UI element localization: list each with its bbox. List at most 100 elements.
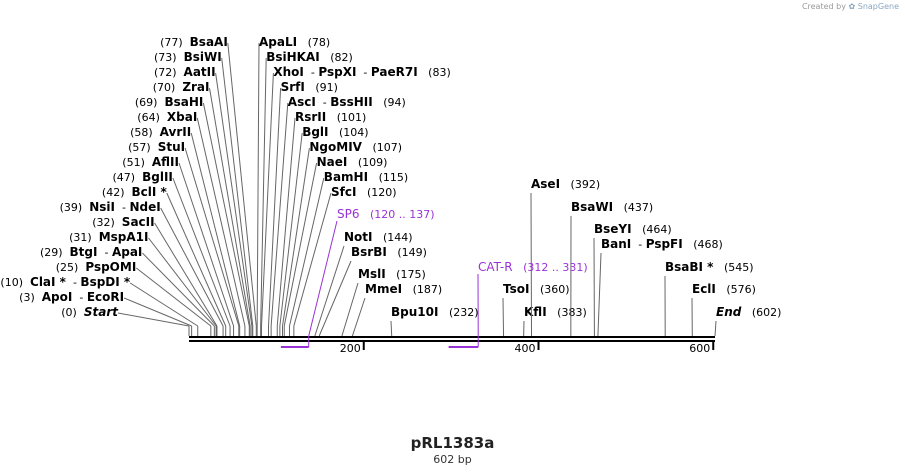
site-leader-bpu10i [390, 320, 393, 337]
enzyme-name: PspOMI [85, 260, 136, 274]
spacer [175, 81, 182, 94]
spacer [153, 126, 160, 139]
spacer [560, 178, 571, 191]
enzyme-name: BsrBI [351, 245, 387, 259]
feature-label-cat-r: CAT-R (312 .. 331) [478, 260, 588, 274]
site-position: (187) [413, 283, 443, 296]
site-label-bcli: (42) BclI * [102, 185, 168, 199]
site-leader-bsahi [202, 102, 250, 327]
snapgene-credit: Created by ✿ SnapGene [802, 2, 899, 11]
spacer [177, 66, 184, 79]
spacer [92, 231, 99, 244]
site-leader-xhoi [261, 72, 274, 327]
site-position: (47) [113, 171, 136, 184]
site-label-bseyi: BseYI (464) [594, 222, 672, 236]
site-leader-aatii [215, 72, 253, 327]
site-label-ngomiv: NgoMIV (107) [309, 140, 402, 154]
site-leader-zrai [209, 87, 251, 327]
spacer [297, 36, 308, 49]
site-position: (91) [315, 81, 338, 94]
site-position: (0) [61, 306, 77, 319]
enzyme-name: BamHI [324, 170, 368, 184]
site-position: (32) [92, 216, 115, 229]
site-position: (392) [571, 178, 601, 191]
spacer [23, 276, 30, 289]
spacer [305, 81, 316, 94]
spacer [356, 186, 367, 199]
spacer [347, 156, 358, 169]
enzyme-name: BglI [302, 125, 328, 139]
site-position: (29) [40, 246, 63, 259]
site-leader-xbai [196, 117, 246, 327]
spacer [63, 246, 70, 259]
site-position: (82) [330, 51, 353, 64]
site-label-mmei: MmeI (187) [365, 282, 442, 296]
spacer [632, 223, 643, 236]
enzyme-name: XhoI [273, 65, 304, 79]
site-position: (57) [128, 141, 151, 154]
site-position: (232) [449, 306, 479, 319]
spacer [145, 156, 152, 169]
site-position: (70) [153, 81, 176, 94]
enzyme-name: XbaI [167, 110, 197, 124]
site-label-bani: BanI - PspFI (468) [601, 237, 723, 251]
site-label-asci: AscI - BssHII (94) [288, 95, 406, 109]
site-position: (144) [383, 231, 413, 244]
feature-label-sp6: SP6 (120 .. 137) [337, 207, 435, 221]
spacer [115, 216, 122, 229]
site-label-stui: (57) StuI [128, 140, 185, 154]
site-leader-nsii [160, 207, 224, 327]
site-position: (58) [130, 126, 153, 139]
separator: - [304, 66, 318, 79]
enzyme-name: PspFI [646, 237, 683, 251]
enzyme-name: AatII [184, 65, 216, 79]
spacer [360, 208, 371, 221]
site-position: (73) [154, 51, 177, 64]
site-label-bsrbi: BsrBI (149) [351, 245, 427, 259]
site-leader-msli [341, 282, 359, 337]
site-leader-apali [256, 42, 260, 327]
site-leader-noti [314, 245, 345, 337]
feature-range: (120 .. 137) [370, 208, 435, 221]
plasmid-length: 602 bp [433, 453, 472, 466]
site-position: (437) [624, 201, 654, 214]
site-label-bsaai: (77) BsaAI [160, 35, 228, 49]
spacer [78, 261, 85, 274]
enzyme-name: PaeR7I [371, 65, 418, 79]
enzyme-name: RsrII [295, 110, 326, 124]
site-leader-bsrbi [318, 260, 352, 337]
site-leader-naei [283, 162, 318, 327]
enzyme-name: BsiWI [184, 50, 222, 64]
separator: - [97, 246, 111, 259]
site-label-naei: NaeI (109) [317, 155, 388, 169]
spacer [387, 246, 398, 259]
site-leader-bcli [166, 192, 227, 327]
site-position: (83) [428, 66, 451, 79]
enzyme-name: StuI [158, 140, 185, 154]
spacer [151, 141, 158, 154]
site-position: (107) [372, 141, 402, 154]
site-leader-sacii [154, 222, 218, 327]
site-position: (464) [642, 223, 672, 236]
spacer [35, 291, 42, 304]
enzyme-name: BspDI * [80, 275, 130, 289]
spacer [77, 306, 84, 319]
enzyme-name: TsoI [503, 282, 529, 296]
restriction-map: 200 400 600(0) Start(3) ApoI - EcoRI(10) C… [0, 35, 781, 355]
spacer [362, 141, 373, 154]
enzyme-name: ZraI [182, 80, 209, 94]
spacer [373, 96, 384, 109]
enzyme-name: NdeI [129, 200, 160, 214]
enzyme-name: NgoMIV [309, 140, 362, 154]
site-label-end: End (602) [716, 305, 781, 319]
site-label-msli: MslI (175) [358, 267, 426, 281]
enzyme-name: SfcI [331, 185, 356, 199]
site-position: (72) [154, 66, 177, 79]
plasmid-name: pRL1383a [410, 434, 495, 452]
enzyme-name: BseYI [594, 222, 632, 236]
site-label-apali: ApaLI (78) [259, 35, 330, 49]
site-leader-bsiwi [221, 57, 254, 327]
spacer [741, 306, 752, 319]
site-position: (3) [19, 291, 35, 304]
site-position: (576) [726, 283, 756, 296]
